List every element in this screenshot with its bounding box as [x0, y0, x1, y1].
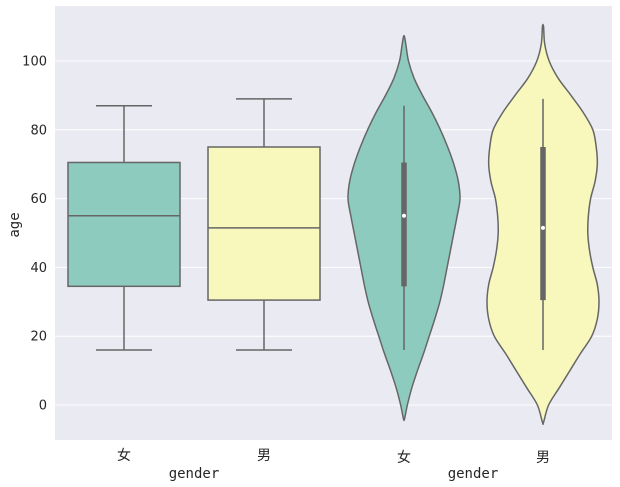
box-iqr	[67, 161, 181, 288]
y-tick-40: 40	[30, 261, 47, 276]
y-tick-100: 100	[22, 55, 47, 70]
box-x-axis-label: gender	[169, 466, 220, 482]
y-tick-80: 80	[30, 123, 47, 138]
box-plot	[67, 98, 321, 351]
box-category-label-male: 男	[257, 448, 271, 464]
violin-plot	[347, 23, 600, 426]
y-axis-label: age	[7, 212, 23, 237]
y-tick-60: 60	[30, 192, 47, 207]
violin-category-label-female: 女	[397, 449, 411, 466]
violin-female	[347, 34, 461, 422]
violin-x-axis-label: gender	[448, 466, 499, 482]
violin-category-label-male: 男	[536, 450, 550, 466]
box-female	[67, 104, 181, 351]
x-category-labels: 女 男 女 男	[117, 447, 550, 466]
y-tick-labels: 0 20 40 60 80 100	[22, 55, 47, 414]
y-tick-20: 20	[30, 330, 47, 345]
box-category-label-female: 女	[117, 447, 131, 464]
violin-male	[486, 23, 600, 426]
box-iqr	[207, 146, 321, 301]
violin-median-dot	[402, 213, 406, 218]
violin-median-dot	[541, 225, 545, 230]
box-male	[207, 98, 321, 351]
y-tick-0: 0	[39, 399, 47, 414]
